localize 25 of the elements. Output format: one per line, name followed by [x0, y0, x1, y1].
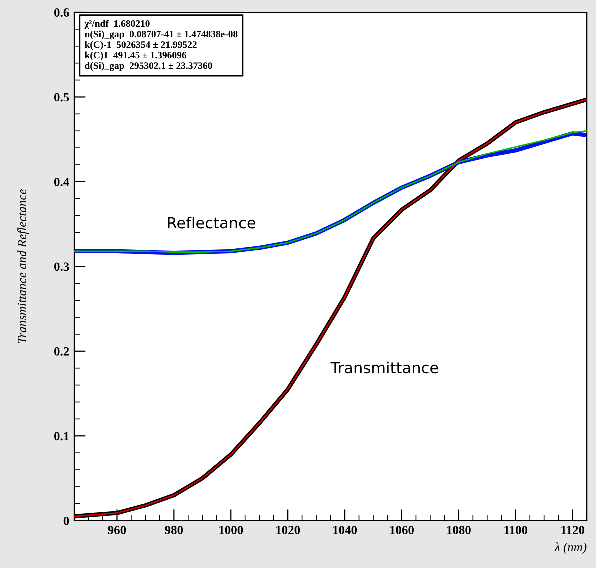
- annotation: χ²/ndf 1.680210: [84, 20, 150, 30]
- x-tick-label: 1100: [504, 526, 528, 535]
- annotation: Transmittance: [330, 362, 438, 374]
- x-tick-label: 980: [165, 526, 184, 535]
- x-axis-title: λ (nm): [554, 542, 587, 554]
- y-tick-label: 0.5: [54, 93, 70, 102]
- annotation: d(Si)_gap 295302.1 ± 23.37360: [85, 62, 212, 72]
- annotation: Reflectance: [168, 216, 256, 229]
- y-tick-label: 0.1: [54, 432, 69, 441]
- y-tick-label: 0.6: [54, 8, 70, 18]
- annotation: n(Si)_gap 0.08707-41 ± 1.474838e-08: [85, 30, 238, 40]
- annotation: k(C)-1 5026354 ± 21.99522: [84, 41, 197, 50]
- y-axis-title: Transmittance and Reflectance: [18, 190, 30, 344]
- x-tick-label: 1120: [562, 526, 584, 535]
- annotation: k(C)1 491.45 ± 1.396096: [84, 52, 186, 61]
- x-tick-label: 1040: [334, 526, 358, 535]
- y-tick-label: 0.2: [54, 347, 70, 356]
- x-tick-label: 1060: [390, 526, 414, 535]
- y-tick-label: 0: [64, 516, 70, 526]
- x-tick-label: 960: [108, 526, 126, 535]
- y-tick-label: 0.3: [54, 262, 70, 272]
- x-tick-label: 1000: [220, 526, 244, 535]
- x-tick-label: 1020: [276, 526, 300, 535]
- x-tick-label: 1080: [447, 526, 471, 535]
- y-tick-label: 0.4: [54, 178, 70, 186]
